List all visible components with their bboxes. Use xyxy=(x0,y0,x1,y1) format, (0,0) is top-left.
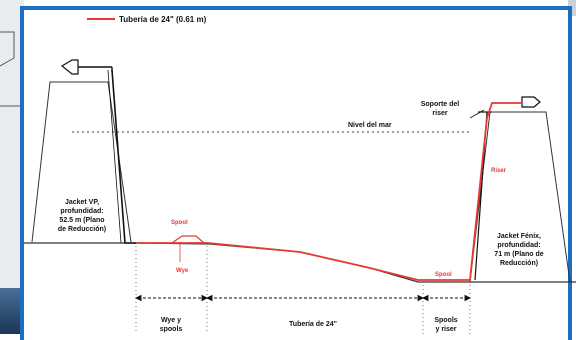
spool-label-left: Spool xyxy=(171,220,188,226)
wye-label: Wye xyxy=(176,268,189,274)
background-sketch xyxy=(0,31,20,107)
jacket-vp-line-3: 52.5 m (Plano xyxy=(59,217,104,224)
jacket-fenix-line-2: profundidad: xyxy=(497,242,540,249)
jacket-vp-line-1: Jacket VP, xyxy=(65,199,99,206)
sea-level-label: Nivel del mar xyxy=(348,122,392,129)
pipeline-24in xyxy=(136,102,522,281)
section-spools-riser-1: Spools xyxy=(434,317,457,324)
section-wye-spools-2: spools xyxy=(160,326,183,333)
legend-label: Tubería de 24" (0.61 m) xyxy=(119,15,207,24)
spool-label-right: Spool xyxy=(435,272,452,278)
seabed-profile xyxy=(24,242,576,283)
diagram-frame xyxy=(20,6,572,340)
section-spools-riser-2: y riser xyxy=(435,326,456,333)
background-corner xyxy=(568,0,576,16)
jacket-vp-line-2: profundidad: xyxy=(60,208,103,215)
jacket-vp xyxy=(31,59,136,244)
section-dividers xyxy=(135,246,471,334)
riser-support-label-1: Soporte del xyxy=(421,101,460,108)
jacket-vp-line-4: de Reducción) xyxy=(58,226,106,233)
wye-branch xyxy=(171,235,205,244)
jacket-fenix-line-4: Reducción) xyxy=(500,260,538,267)
riser-support-label-2: riser xyxy=(432,110,447,117)
jacket-fenix-line-3: 71 m (Plano de xyxy=(494,251,544,258)
riser-label: Riser xyxy=(491,168,507,174)
jacket-fenix-line-1: Jacket Fénix, xyxy=(497,233,541,240)
section-wye-spools-1: Wye y xyxy=(161,317,181,324)
dimension-arrows xyxy=(134,294,472,302)
section-pipeline: Tubería de 24" xyxy=(289,321,337,328)
